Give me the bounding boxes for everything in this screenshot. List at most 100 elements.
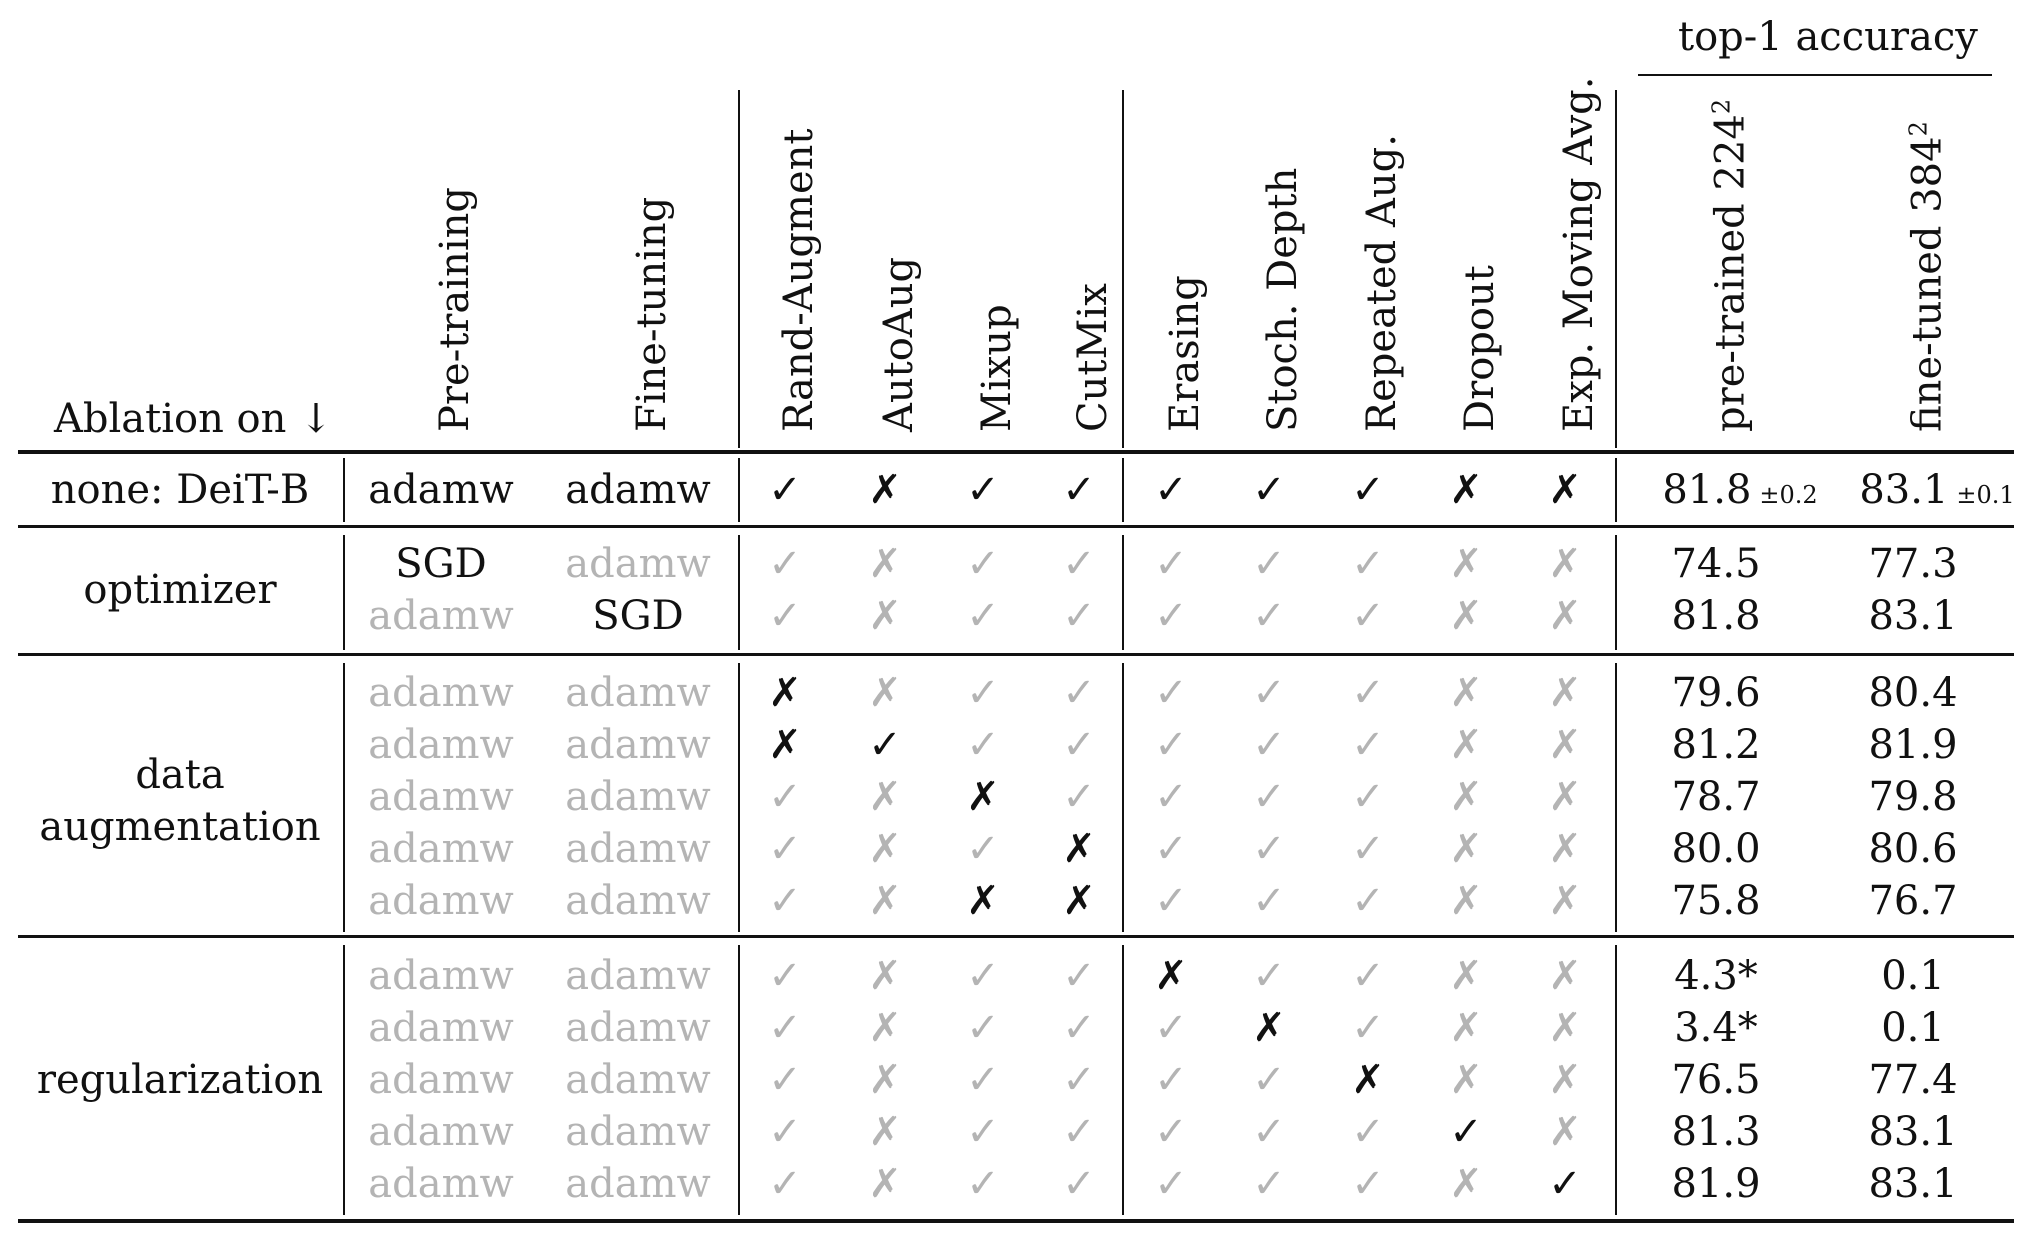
column-divider — [1122, 90, 1124, 448]
check-icon: ✓ — [966, 1060, 1000, 1100]
check-icon: ✓ — [1062, 1164, 1096, 1204]
cross-glyph: ✗ — [1548, 878, 1582, 924]
cross-icon: ✗ — [1449, 596, 1483, 636]
cross-glyph: ✗ — [1252, 1005, 1286, 1051]
check-icon: ✓ — [1449, 1112, 1483, 1152]
table-cell: 78.7 — [1671, 774, 1761, 820]
column-divider — [343, 458, 345, 522]
cross-glyph: ✗ — [868, 541, 902, 587]
check-icon: ✓ — [1252, 725, 1286, 765]
check-glyph: ✓ — [1062, 722, 1096, 768]
cross-icon: ✗ — [868, 956, 902, 996]
cross-icon: ✗ — [1449, 470, 1483, 510]
cross-glyph: ✗ — [1449, 1161, 1483, 1207]
cross-icon: ✗ — [1062, 881, 1096, 921]
cross-icon: ✗ — [1548, 829, 1582, 869]
check-glyph: ✓ — [868, 722, 902, 768]
check-glyph: ✓ — [1154, 774, 1188, 820]
std-deviation: ±0.1 — [1956, 481, 2015, 509]
check-glyph: ✓ — [768, 953, 802, 999]
column-header-label: Exp. Moving Avg. — [1556, 76, 1602, 433]
cross-glyph: ✗ — [768, 670, 802, 716]
cross-glyph: ✗ — [1449, 1057, 1483, 1103]
check-glyph: ✓ — [1154, 878, 1188, 924]
check-icon: ✓ — [1351, 725, 1385, 765]
cross-icon: ✗ — [868, 673, 902, 713]
check-glyph: ✓ — [966, 722, 1000, 768]
cross-glyph: ✗ — [868, 593, 902, 639]
check-glyph: ✓ — [1154, 467, 1188, 513]
check-glyph: ✓ — [1351, 953, 1385, 999]
check-glyph: ✓ — [966, 1109, 1000, 1155]
cross-glyph: ✗ — [868, 467, 902, 513]
table-cell: adamw — [368, 670, 514, 716]
column-divider — [738, 663, 740, 932]
check-icon: ✓ — [1351, 544, 1385, 584]
table-cell: 80.4 — [1868, 670, 1958, 716]
check-glyph: ✓ — [1154, 1005, 1188, 1051]
check-glyph: ✓ — [1252, 593, 1286, 639]
check-icon: ✓ — [1351, 1164, 1385, 1204]
check-icon: ✓ — [1351, 777, 1385, 817]
check-icon: ✓ — [1252, 596, 1286, 636]
check-icon: ✓ — [1154, 881, 1188, 921]
horizontal-rule-4 — [18, 935, 2014, 938]
column-header-label: Dropout — [1457, 265, 1503, 432]
table-cell: adamw — [565, 722, 711, 768]
std-deviation: ±0.2 — [1759, 481, 1818, 509]
column-header-superscript: 2 — [1707, 98, 1736, 115]
check-glyph: ✓ — [1154, 670, 1188, 716]
check-icon: ✓ — [1062, 956, 1096, 996]
column-divider — [343, 535, 345, 650]
check-icon: ✓ — [1154, 470, 1188, 510]
table-cell: adamw — [368, 826, 514, 872]
cross-glyph: ✗ — [966, 878, 1000, 924]
check-glyph: ✓ — [966, 541, 1000, 587]
check-glyph: ✓ — [1252, 722, 1286, 768]
cross-glyph: ✗ — [1548, 826, 1582, 872]
table-cell: adamw — [368, 1161, 514, 1207]
check-glyph: ✓ — [768, 1109, 802, 1155]
column-divider — [343, 663, 345, 932]
table-cell: 3.4* — [1674, 1005, 1758, 1051]
check-icon: ✓ — [1252, 777, 1286, 817]
check-icon: ✓ — [966, 470, 1000, 510]
table-cell: 83.1 — [1868, 1109, 1958, 1155]
cross-icon: ✗ — [768, 673, 802, 713]
check-icon: ✓ — [768, 470, 802, 510]
check-glyph: ✓ — [1062, 1057, 1096, 1103]
check-glyph: ✓ — [1548, 1161, 1582, 1207]
check-glyph: ✓ — [966, 593, 1000, 639]
check-glyph: ✓ — [1351, 826, 1385, 872]
check-icon: ✓ — [1252, 956, 1286, 996]
cross-icon: ✗ — [966, 777, 1000, 817]
check-glyph: ✓ — [1154, 826, 1188, 872]
check-glyph: ✓ — [1062, 953, 1096, 999]
check-icon: ✓ — [1062, 470, 1096, 510]
check-icon: ✓ — [768, 596, 802, 636]
horizontal-rule-1 — [18, 450, 2014, 454]
check-glyph: ✓ — [1252, 1161, 1286, 1207]
table-cell: 4.3* — [1674, 953, 1758, 999]
column-header-superscript: 2 — [1904, 121, 1933, 137]
table-cell: 81.3 — [1671, 1109, 1761, 1155]
check-icon: ✓ — [1062, 725, 1096, 765]
column-header-label: fine-tuned 3842 — [1904, 121, 1951, 432]
table-cell: adamw — [368, 467, 514, 513]
check-icon: ✓ — [1062, 673, 1096, 713]
check-icon: ✓ — [1154, 1164, 1188, 1204]
top1-accuracy-group-header: top-1 accuracy — [1678, 14, 1978, 60]
cross-icon: ✗ — [868, 881, 902, 921]
check-icon: ✓ — [1154, 829, 1188, 869]
cross-glyph: ✗ — [1062, 878, 1096, 924]
check-icon: ✓ — [1154, 673, 1188, 713]
check-glyph: ✓ — [768, 826, 802, 872]
check-icon: ✓ — [1252, 1164, 1286, 1204]
column-header-label: Rand-Augment — [776, 128, 822, 432]
check-glyph: ✓ — [1252, 878, 1286, 924]
check-icon: ✓ — [966, 1164, 1000, 1204]
group-header-underline — [1638, 74, 1992, 76]
cross-glyph: ✗ — [868, 1109, 902, 1155]
table-cell: 75.8 — [1671, 878, 1761, 924]
check-glyph: ✓ — [1252, 467, 1286, 513]
